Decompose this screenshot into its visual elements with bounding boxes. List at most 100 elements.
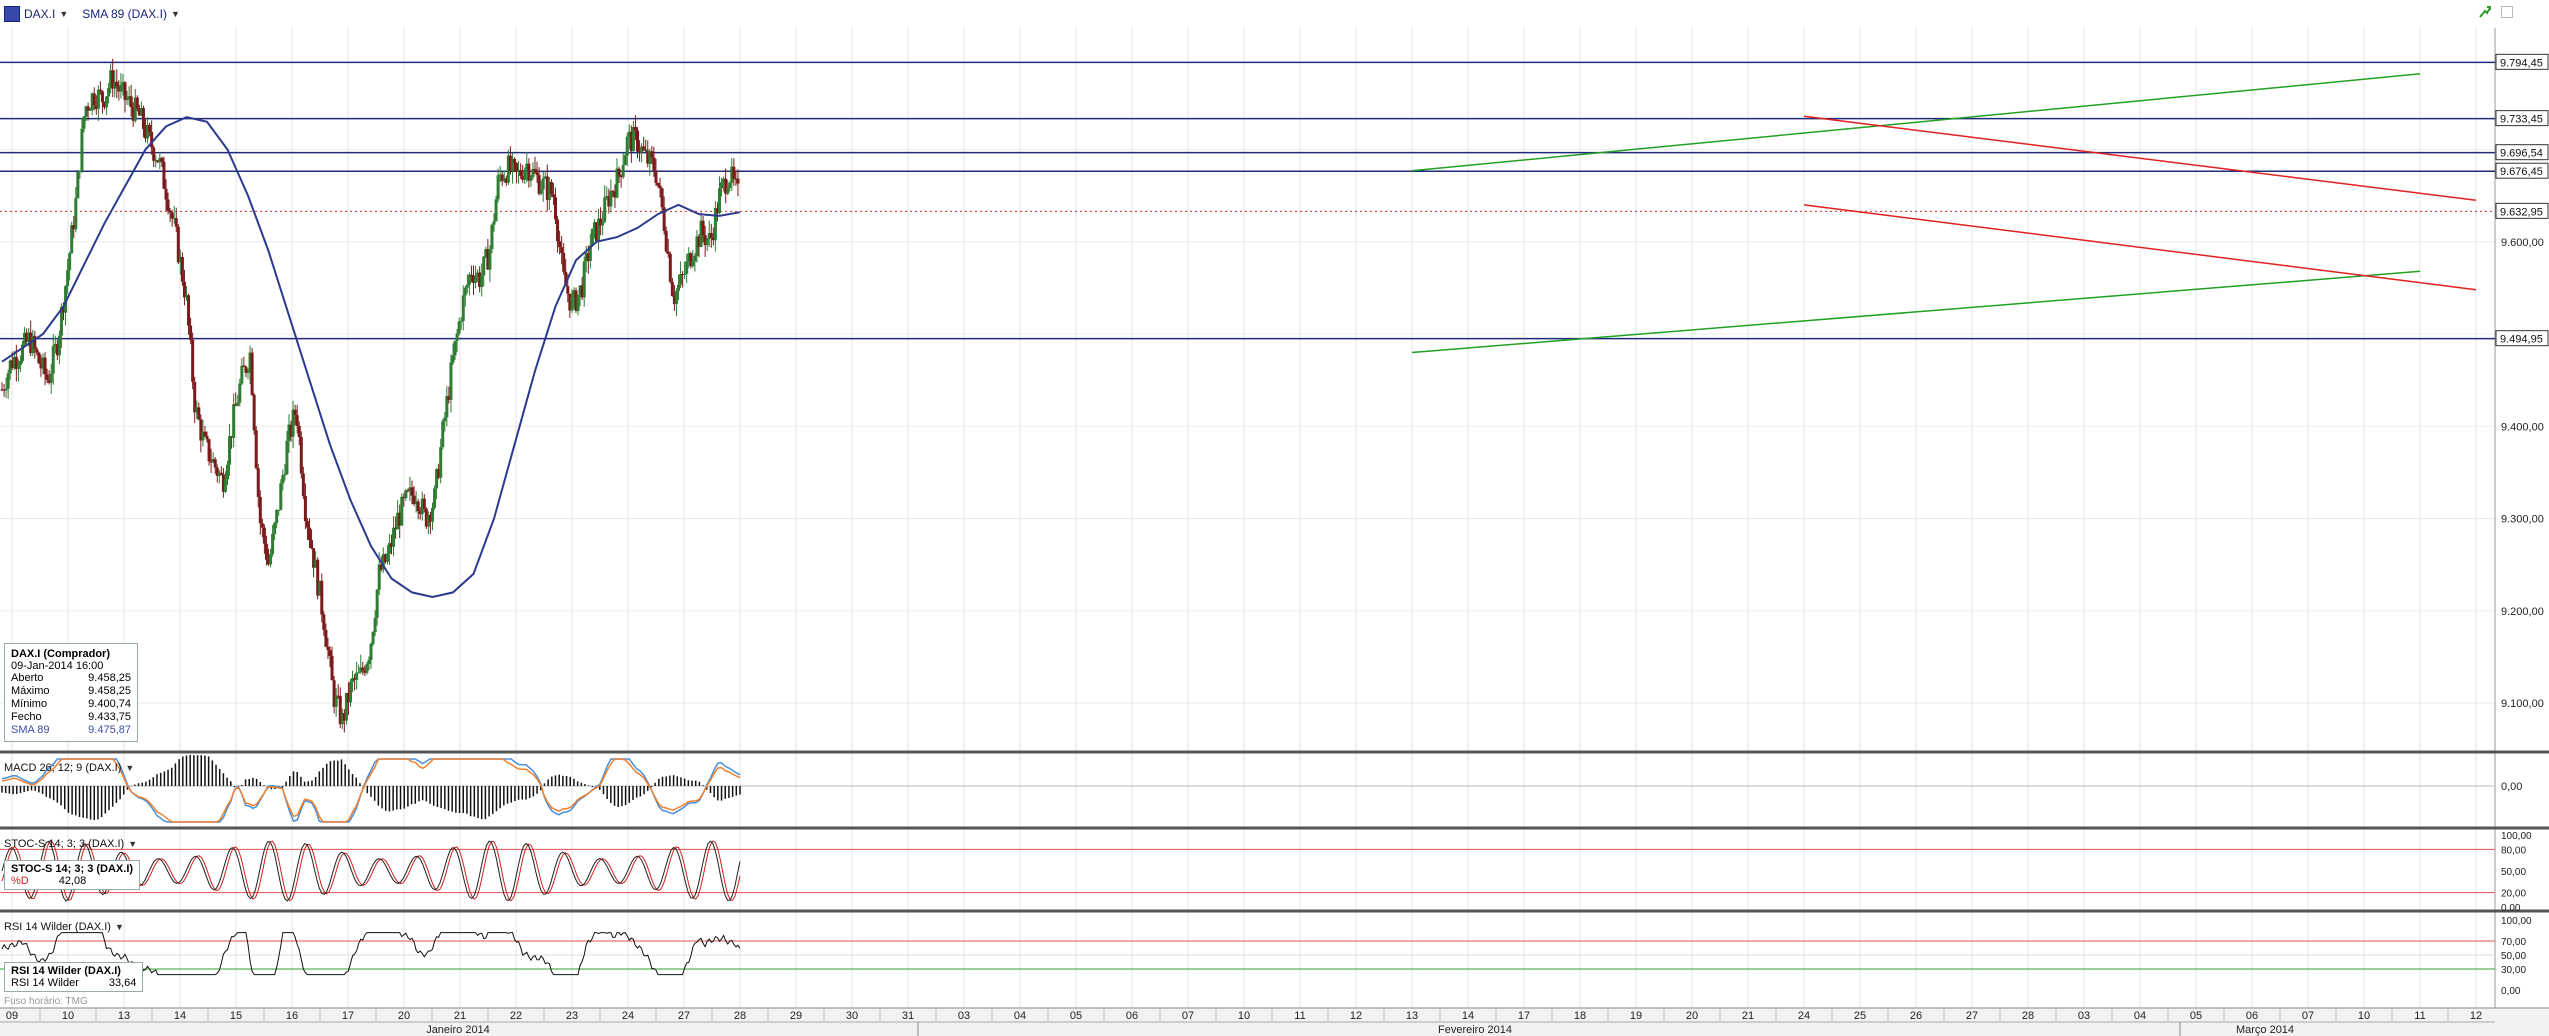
candle-body [736, 178, 740, 184]
day-label: 12 [2470, 1010, 2482, 1022]
candle-body [547, 182, 551, 200]
day-label: 07 [1182, 1010, 1194, 1022]
candle-body [408, 487, 412, 491]
window-controls [2479, 6, 2513, 18]
candle-body [334, 695, 338, 707]
price-tick-label: 9.600,00 [2501, 237, 2544, 249]
candle-body [178, 256, 182, 263]
candle-body [330, 655, 334, 681]
candle-body [572, 290, 576, 298]
rsi-label[interactable]: RSI 14 Wilder (DAX.I) ▼ [4, 921, 124, 933]
candle-body [510, 158, 514, 172]
candle-body [338, 696, 342, 725]
candle-body [646, 150, 650, 164]
month-label: Março 2014 [2236, 1024, 2294, 1036]
candle-body [379, 564, 383, 570]
candle-body [336, 695, 340, 697]
candle-body [658, 185, 662, 189]
candle-body [732, 166, 736, 179]
candle-body [666, 251, 670, 254]
grid [0, 28, 2496, 1010]
day-label: 24 [1798, 1010, 1810, 1022]
price-tick-label: 9.200,00 [2501, 606, 2544, 618]
candle-body [664, 230, 668, 252]
stoch-axis-label: 0,00 [2501, 903, 2521, 914]
candle-body [498, 174, 502, 176]
candle-body [16, 364, 20, 369]
maximize-icon[interactable] [2501, 6, 2513, 18]
candle-body [228, 436, 232, 465]
candle-body [457, 321, 461, 334]
candle-body [27, 332, 31, 342]
trend-up-icon[interactable] [2479, 6, 2491, 18]
row-value: 33,64 [108, 977, 137, 989]
day-label: 09 [6, 1010, 18, 1022]
candle-body [576, 294, 580, 311]
candle-body [182, 281, 186, 298]
trend-line-red [1803, 204, 2477, 291]
indicator-selector[interactable]: SMA 89 (DAX.I) ▼ [82, 7, 180, 21]
candle-body [66, 270, 70, 287]
price-tick-label: 9.100,00 [2501, 698, 2544, 710]
candle-body [203, 431, 207, 436]
candle-body [96, 89, 100, 109]
candle-body [332, 680, 336, 707]
rsi-tip-title: RSI 14 Wilder (DAX.I) [11, 965, 121, 977]
candle-body [377, 564, 381, 590]
candle-body [359, 667, 363, 673]
stoch-axis-label: 20,00 [2501, 889, 2526, 900]
candle-body [726, 188, 730, 194]
ohlc-tooltip: DAX.I (Comprador) 09-Jan-2014 16:00 Aber… [4, 643, 138, 742]
candle-body [297, 426, 301, 438]
stoch-axis-label: 100,00 [2501, 831, 2532, 842]
candle-body [328, 650, 332, 656]
price-tick-label: 9.400,00 [2501, 421, 2544, 433]
candle-body [693, 255, 697, 262]
candle-body [623, 155, 627, 166]
candle-body [121, 82, 125, 85]
candle-body [68, 253, 72, 271]
candle-body [562, 252, 566, 272]
candle-body [445, 395, 449, 418]
candle-body [131, 107, 135, 121]
sma-89-line [1, 116, 741, 599]
candle-body [303, 496, 307, 522]
stoch-axis-label: 80,00 [2501, 845, 2526, 856]
candle-body [390, 543, 393, 547]
candle-body [375, 589, 379, 618]
candle-body [207, 439, 211, 462]
candle-body [469, 274, 473, 276]
candle-body [701, 220, 705, 236]
candle-body [326, 646, 330, 651]
candle-body [492, 221, 496, 225]
candle-body [428, 514, 432, 522]
candle-body [705, 239, 709, 246]
candle-body [713, 208, 717, 241]
day-label: 17 [342, 1010, 354, 1022]
candle-body [611, 190, 615, 192]
candle-body [412, 495, 416, 505]
candle-body [318, 580, 322, 596]
candle-body [724, 178, 728, 194]
candle-body [162, 161, 166, 189]
level-label-box [2495, 110, 2549, 127]
candle-body [718, 188, 721, 214]
candle-body [144, 128, 147, 139]
candle-body [672, 296, 676, 305]
candle-body [674, 290, 678, 305]
macd-label[interactable]: MACD 26; 12; 9 (DAX.I) ▼ [4, 762, 134, 774]
day-label: 04 [2134, 1010, 2146, 1022]
candle-body [523, 169, 527, 180]
candle-body [57, 335, 61, 356]
level-label-box [2495, 162, 2549, 179]
row-label: %D [11, 875, 29, 887]
candle-body [86, 106, 90, 111]
stoch-label[interactable]: STOC-S 14; 3; 3 (DAX.I) ▼ [4, 838, 137, 850]
candle-body [656, 182, 660, 186]
symbol-selector[interactable]: DAX.I ▼ [4, 6, 68, 22]
candle-body [139, 108, 143, 116]
candle-body [135, 97, 139, 109]
candle-body [148, 124, 152, 132]
candle-body [223, 479, 227, 492]
